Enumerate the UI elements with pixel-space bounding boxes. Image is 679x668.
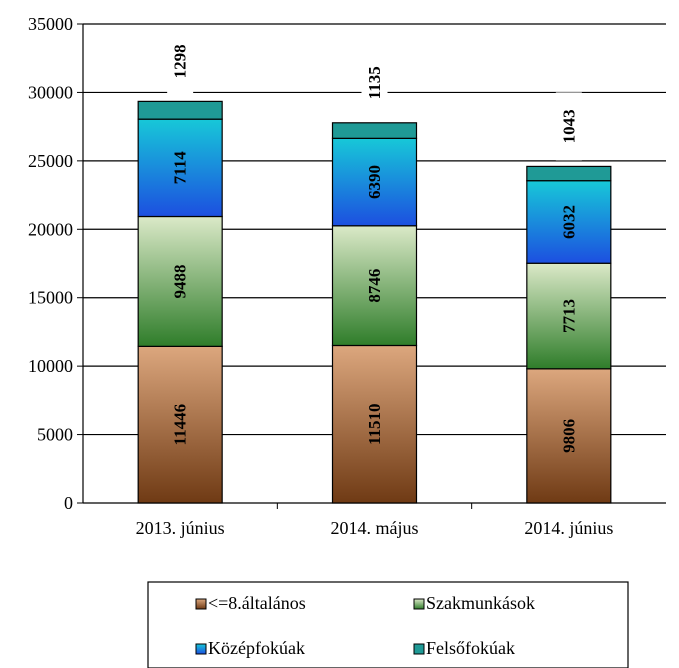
data-label: 1135: [365, 66, 384, 99]
bar-segment: [526, 180, 612, 264]
legend-box: [147, 581, 629, 668]
data-label-background: [361, 48, 388, 117]
data-label: 1298: [171, 44, 190, 78]
legend-swatch: [195, 643, 207, 655]
data-label: 7713: [559, 299, 578, 333]
legend: <=8.általános Szakmunkások Középfokúak Fels…: [147, 581, 629, 668]
data-label: 7114: [171, 151, 190, 185]
bar-segment: [331, 344, 418, 504]
bar-segment: [137, 118, 223, 218]
bar-segment: [526, 368, 612, 504]
y-tick-label: 35000: [28, 14, 73, 34]
data-label: 1043: [559, 109, 578, 143]
data-label: 6390: [365, 165, 384, 199]
data-label-background: [167, 27, 194, 96]
data-label: 11446: [171, 404, 190, 446]
y-tick-label: 20000: [28, 219, 73, 239]
y-tick-label: 0: [64, 493, 73, 513]
bar-segment: [526, 262, 612, 370]
x-tick-label: 2014. június: [524, 518, 613, 538]
legend-swatch: [195, 598, 207, 610]
bar-segment: [331, 137, 418, 227]
y-tick-label: 25000: [28, 151, 73, 171]
x-tick-label: 2013. június: [136, 518, 225, 538]
legend-label: Szakmunkások: [426, 593, 535, 613]
legend-swatch: [413, 598, 425, 610]
bars: [137, 100, 612, 504]
bar-segment: [137, 215, 223, 347]
bar-segment: [526, 165, 612, 182]
bar-segment: [331, 122, 418, 139]
y-tick-label: 30000: [28, 82, 73, 102]
legend-label: <=8.általános: [208, 593, 306, 613]
legend-label: Középfokúak: [208, 638, 305, 658]
bar-segment: [137, 345, 223, 504]
bar-segment: [137, 100, 223, 120]
y-tick-label: 10000: [28, 356, 73, 376]
data-label: 8746: [365, 269, 384, 303]
data-label: 6032: [559, 205, 578, 239]
x-tick-label: 2014. május: [331, 518, 419, 538]
y-tick-label: 15000: [28, 288, 73, 308]
data-label: 9806: [559, 419, 578, 453]
data-labels: 11446 9488 7114 1298 11510 8746 6390 1135 9806 77…: [167, 27, 582, 453]
legend-swatch: [413, 643, 425, 655]
y-tick-label: 5000: [37, 425, 73, 445]
data-label: 9488: [171, 264, 190, 298]
data-label-background: [555, 92, 582, 161]
legend-label: Felsőfokúak: [426, 638, 515, 658]
data-label: 11510: [365, 403, 384, 445]
